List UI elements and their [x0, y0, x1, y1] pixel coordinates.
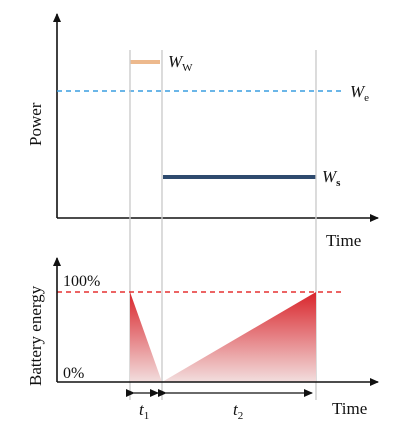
ww-label: WW	[168, 52, 193, 74]
top-panel: Power Time We WW Ws	[26, 13, 379, 250]
battery-y-axis-label: Battery energy	[26, 285, 45, 386]
battery-tick-100: 100%	[63, 273, 100, 290]
battery-tick-0: 0%	[63, 365, 84, 382]
t1-label: t1	[139, 400, 149, 422]
bottom-panel: Battery energy 100% 0% Time t1 t2	[26, 257, 379, 422]
battery-x-axis-label: Time	[332, 399, 367, 418]
power-y-axis-label: Power	[26, 102, 45, 146]
battery-charge-fill	[162, 292, 316, 382]
battery-discharge-fill	[130, 292, 162, 382]
t2-label: t2	[233, 400, 243, 422]
power-x-axis-label: Time	[326, 231, 361, 250]
ws-label: Ws	[322, 167, 341, 189]
we-label: We	[350, 82, 369, 104]
